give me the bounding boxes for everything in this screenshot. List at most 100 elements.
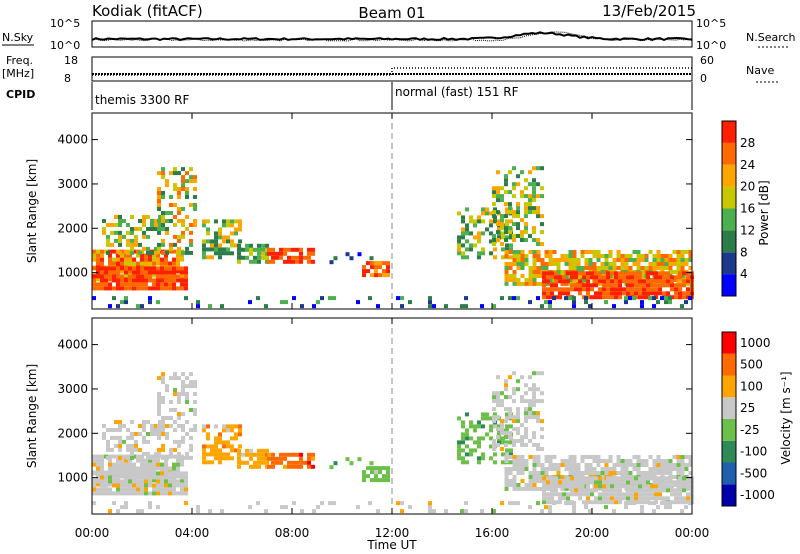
heatmap-cell xyxy=(512,501,516,506)
heatmap-cell xyxy=(237,255,241,260)
y-tick-label: 3000 xyxy=(57,382,88,396)
heatmap-cell xyxy=(477,239,481,244)
heatmap-cell xyxy=(152,458,156,463)
heatmap-cell xyxy=(165,435,169,440)
heatmap-cell xyxy=(374,474,378,479)
heatmap-cell xyxy=(654,275,658,280)
heatmap-cell xyxy=(112,278,116,283)
heatmap-cell xyxy=(594,500,598,505)
heatmap-cell xyxy=(130,238,134,243)
heatmap-cell xyxy=(572,467,577,471)
heatmap-cell xyxy=(516,296,520,301)
heatmap-cell xyxy=(524,383,528,388)
heatmap-cell xyxy=(214,440,218,445)
heatmap-cell xyxy=(181,187,185,191)
heatmap-cell xyxy=(150,424,154,428)
heatmap-cell xyxy=(300,304,304,309)
heatmap-cell xyxy=(528,266,533,270)
heatmap-cell xyxy=(672,278,677,282)
heatmap-cell xyxy=(279,452,283,457)
heatmap-cell xyxy=(249,259,253,264)
heatmap-cell xyxy=(654,271,658,276)
heatmap-cell xyxy=(100,257,104,262)
heatmap-cell xyxy=(542,484,546,489)
heatmap-cell xyxy=(650,484,654,489)
heatmap-cell xyxy=(161,455,165,460)
heatmap-cell xyxy=(218,231,222,236)
heatmap-cell xyxy=(592,455,597,459)
heatmap-cell xyxy=(656,300,660,305)
heatmap-cell xyxy=(374,273,378,278)
heatmap-cell xyxy=(516,222,520,227)
heatmap-cell xyxy=(596,455,601,459)
heatmap-cell xyxy=(528,278,533,282)
heatmap-cell xyxy=(686,287,690,292)
heatmap-cell xyxy=(566,476,570,481)
heatmap-cell xyxy=(172,487,176,492)
heatmap-cell xyxy=(357,457,362,462)
freq-unit: [MHz] xyxy=(2,67,34,80)
heatmap-cell xyxy=(172,270,176,275)
heatmap-cell xyxy=(299,456,303,461)
heatmap-cell xyxy=(666,480,670,485)
heatmap-cell xyxy=(432,304,436,309)
heatmap-cell xyxy=(177,376,181,381)
heatmap-cell xyxy=(532,395,536,400)
heatmap-cell xyxy=(114,215,118,219)
heatmap-cell xyxy=(672,262,677,266)
heatmap-cell xyxy=(614,488,618,493)
heatmap-cell xyxy=(220,304,224,309)
heatmap-cell xyxy=(570,271,574,276)
heatmap-cell xyxy=(500,447,504,451)
heatmap-cell xyxy=(496,238,500,242)
heatmap-cell xyxy=(536,459,541,463)
heatmap-cell xyxy=(626,476,630,481)
heatmap-cell xyxy=(461,460,465,465)
heatmap-cell xyxy=(596,281,601,286)
heatmap-cell xyxy=(176,474,180,479)
heatmap-cell xyxy=(524,178,528,183)
heatmap-cell xyxy=(477,255,481,260)
heatmap-cell xyxy=(374,466,378,471)
heatmap-cell xyxy=(140,462,144,467)
heatmap-cell xyxy=(457,448,461,453)
heatmap-cell xyxy=(612,262,617,266)
heatmap-cell xyxy=(528,375,532,380)
heatmap-cell xyxy=(656,467,661,471)
heatmap-cell xyxy=(570,480,574,485)
heatmap-cell xyxy=(457,243,461,248)
heatmap-cell xyxy=(128,483,132,488)
heatmap-cell xyxy=(634,287,638,292)
heatmap-cell xyxy=(520,274,525,278)
heatmap-cell xyxy=(168,286,172,291)
heatmap-cell xyxy=(554,476,558,481)
heatmap-cell xyxy=(177,439,181,444)
heatmap-cell xyxy=(267,464,271,469)
heatmap-cell xyxy=(574,476,578,481)
heatmap-cell xyxy=(680,471,685,475)
colorbar-segment xyxy=(722,440,736,463)
heatmap-cell xyxy=(180,471,184,476)
heatmap-cell xyxy=(148,274,152,279)
heatmap-cell xyxy=(226,247,230,252)
heatmap-cell xyxy=(400,509,404,514)
heatmap-cell xyxy=(124,257,128,262)
heatmap-cell xyxy=(96,466,100,471)
heatmap-cell xyxy=(116,266,120,271)
heatmap-cell xyxy=(508,471,513,475)
heatmap-cell xyxy=(144,278,148,283)
heatmap-cell xyxy=(473,428,477,433)
heatmap-cell xyxy=(134,242,138,247)
heatmap-cell xyxy=(570,287,574,292)
heatmap-cell xyxy=(400,501,404,506)
heatmap-cell xyxy=(238,428,242,433)
heatmap-cell xyxy=(532,230,536,235)
heatmap-cell xyxy=(168,454,172,459)
heatmap-cell xyxy=(196,304,200,309)
heatmap-cell xyxy=(684,467,689,471)
heatmap-cell xyxy=(214,251,218,256)
heatmap-cell xyxy=(626,492,630,497)
heatmap-cell xyxy=(106,223,110,227)
heatmap-cell xyxy=(461,231,465,236)
heatmap-cell xyxy=(146,439,150,444)
